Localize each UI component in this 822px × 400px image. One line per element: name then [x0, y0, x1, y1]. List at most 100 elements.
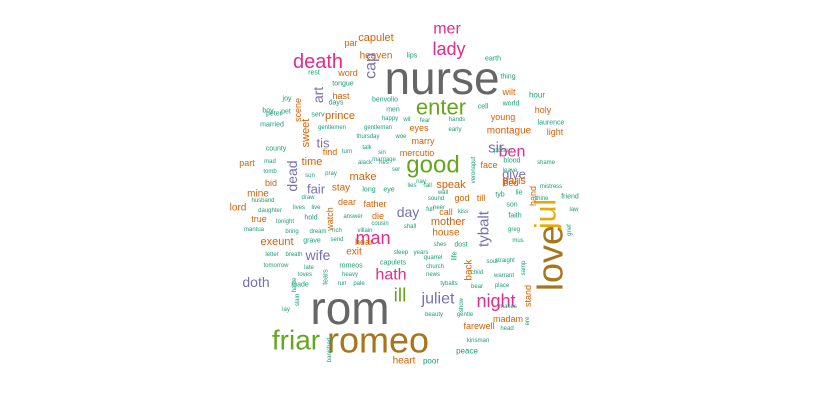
cloud-word: peace: [456, 347, 478, 356]
cloud-word: lady: [432, 39, 465, 59]
cloud-word: tybalts: [440, 281, 457, 287]
cloud-word: nay: [416, 179, 426, 185]
cloud-word: mother: [431, 216, 466, 228]
cloud-word: call: [439, 207, 453, 217]
cloud-word: earth: [485, 56, 501, 63]
cloud-word: warrant: [493, 273, 514, 279]
cloud-word: tyb: [495, 192, 504, 199]
cloud-word: head: [500, 326, 513, 332]
cloud-word: hes: [379, 160, 389, 166]
cloud-word: quarrel: [424, 255, 443, 261]
cloud-word: hour: [529, 91, 545, 100]
cloud-word: fear: [420, 118, 430, 124]
cloud-word: samp: [521, 260, 527, 275]
cloud-word: prince: [325, 110, 355, 122]
cloud-word: letter: [265, 252, 278, 258]
cloud-word: world: [502, 101, 520, 108]
cloud-word: bear: [471, 284, 483, 290]
cloud-word: jul: [530, 199, 563, 230]
cloud-word: heart: [393, 356, 416, 367]
cloud-word: wit: [402, 117, 411, 123]
cloud-word: shes: [434, 242, 447, 248]
cloud-word: paris: [502, 175, 526, 187]
cloud-word: farewell: [463, 321, 494, 331]
cloud-word: pray: [325, 171, 337, 177]
cloud-word: friend: [561, 194, 579, 201]
cloud-word: lie: [515, 190, 522, 197]
cloud-word: men: [386, 107, 400, 114]
cloud-word: neer: [433, 205, 445, 211]
cloud-word: marriage: [372, 157, 396, 163]
cloud-word: dead: [284, 160, 300, 191]
cloud-word: cousin: [371, 221, 388, 227]
cloud-word: alack: [358, 160, 373, 166]
cloud-word: long: [362, 187, 375, 194]
cloud-word: death: [293, 51, 343, 73]
cloud-word: poor: [423, 357, 439, 366]
cloud-word: eye: [383, 187, 394, 194]
cloud-word: night: [476, 291, 515, 311]
cloud-word: sun: [305, 173, 315, 179]
cloud-word: mercutio: [400, 148, 435, 158]
cloud-word: run: [338, 281, 347, 287]
cloud-word: fall: [424, 183, 432, 189]
cloud-word: ben: [499, 144, 526, 161]
cloud-word: church: [426, 264, 444, 270]
cloud-word: die: [372, 211, 384, 221]
cloud-word: mer: [433, 21, 461, 38]
cloud-word: late: [304, 265, 314, 271]
cloud-word: mad: [264, 159, 276, 165]
cloud-word: show: [459, 297, 465, 312]
cloud-word: hand: [528, 186, 538, 206]
cloud-word: banished: [327, 338, 333, 362]
cloud-word: stay: [332, 183, 350, 194]
cloud-word: romeo: [327, 320, 429, 361]
cloud-word: married: [260, 122, 284, 129]
cloud-word: leave: [503, 168, 518, 174]
cloud-word: husband: [251, 198, 274, 204]
cloud-word: friar: [272, 325, 320, 356]
cloud-word: ill: [394, 286, 407, 307]
cloud-word: doth: [242, 274, 269, 290]
cloud-word: face: [480, 160, 497, 170]
cloud-word: tomb: [263, 169, 277, 175]
cloud-word: news: [426, 272, 440, 278]
cloud-word: house: [432, 228, 460, 239]
cloud-word: father: [363, 199, 386, 209]
cloud-word: nurse: [384, 52, 499, 104]
cloud-word: holy: [535, 105, 552, 115]
cloud-word: romeos: [339, 263, 363, 270]
cloud-word: breath: [285, 252, 302, 258]
cloud-word: woe: [394, 134, 407, 140]
cloud-word: tongue: [332, 81, 354, 88]
cloud-word: hands: [449, 117, 465, 123]
cloud-word: child: [471, 270, 483, 276]
cloud-word: ser: [392, 167, 400, 173]
cloud-word: rich: [332, 228, 342, 234]
cloud-word: tonight: [276, 219, 294, 225]
cloud-word: life: [452, 251, 459, 260]
cloud-word: mus: [512, 238, 523, 244]
cloud-word: enter: [416, 95, 466, 120]
cloud-word: eyes: [409, 123, 429, 133]
cloud-word: word: [337, 68, 358, 78]
cloud-word: dear: [338, 197, 356, 207]
cloud-word: live: [311, 205, 321, 211]
cloud-word: lips: [407, 53, 418, 60]
cloud-word: hast: [332, 91, 350, 101]
cloud-word: beauty: [425, 312, 443, 318]
cloud-word: wife: [305, 247, 331, 263]
cloud-word: madam: [493, 314, 523, 324]
cloud-word: pet: [281, 109, 291, 116]
cloud-word: mantua: [244, 227, 265, 233]
cloud-word: grave: [303, 238, 321, 245]
cloud-word: tears: [323, 269, 330, 285]
cloud-word: lay: [282, 307, 290, 313]
cloud-word: mine: [247, 189, 269, 200]
cloud-word: sleep: [394, 250, 409, 256]
cloud-word: exeunt: [260, 236, 293, 248]
cloud-word: joy: [282, 96, 292, 103]
cloud-word: exit: [346, 247, 362, 258]
cloud-word: bid: [265, 178, 277, 188]
